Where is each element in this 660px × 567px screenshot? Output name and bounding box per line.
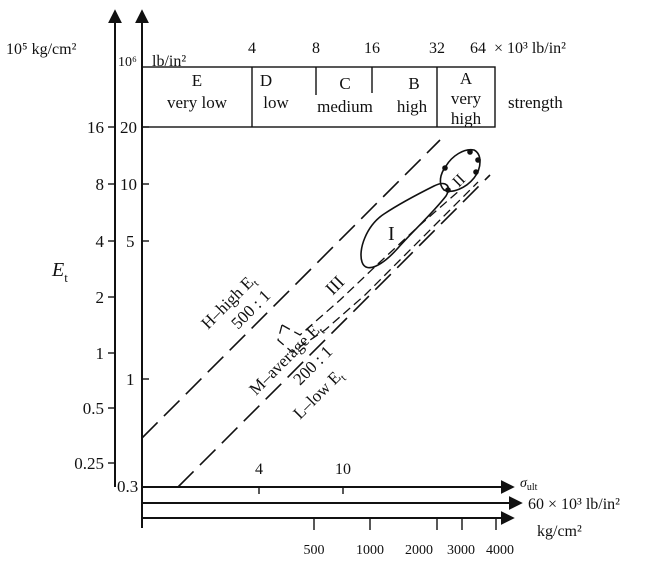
left-axis-unit: 10⁵ kg/cm²: [6, 41, 77, 58]
inner-tick-label: 20: [120, 118, 137, 137]
kg-axis-ticks: [313, 518, 497, 530]
region-ii-outline: [439, 148, 481, 193]
inner-tick-label: 10: [120, 175, 137, 194]
strength-title: strength: [508, 93, 563, 112]
kg-tick-label: 3000: [447, 543, 475, 558]
top-scale-multiplier: × 10³ lb/in²: [494, 40, 566, 57]
high-ratio-line: [141, 139, 441, 439]
class-letter-a: A: [460, 69, 473, 88]
inner-axis-unit-prefix: 10⁶: [118, 55, 137, 70]
class-name-a-line1: very: [451, 89, 482, 108]
inner-tick-label: 1: [126, 370, 135, 389]
left-tick-label: 0.5: [83, 399, 104, 418]
left-axis-ticks: [108, 126, 115, 464]
left-tick-label: 2: [96, 288, 105, 307]
class-name-d: low: [263, 93, 289, 112]
kg-tick-label: 500: [304, 543, 325, 558]
top-tick-label: 16: [364, 40, 380, 57]
class-letter-c: C: [339, 74, 350, 93]
class-letter-d: D: [260, 71, 272, 90]
class-name-e: very low: [167, 93, 228, 112]
class-name-a: very high: [451, 89, 482, 128]
region-i-outline: [360, 182, 450, 269]
class-name-a-line2: high: [451, 109, 482, 128]
kg-tick-label: 2000: [405, 543, 433, 558]
class-name-b: high: [397, 97, 428, 116]
kg-tick-label: 4000: [486, 543, 514, 558]
strength-class-boxes: [141, 66, 496, 128]
average-line-lower: [277, 181, 479, 353]
region-ii-data-points: [442, 149, 481, 193]
top-tick-label: 8: [312, 40, 320, 57]
region-ii-label: II: [449, 171, 469, 191]
left-tick-label: 0.25: [74, 454, 104, 473]
left-tick-label: 1: [96, 344, 105, 363]
sigma-axis-symbol: σult: [520, 476, 538, 493]
top-tick-label: 32: [429, 40, 445, 57]
top-tick-label: 4: [248, 40, 256, 57]
kg-tick-label: 1000: [356, 543, 384, 558]
kg-axis-unit: kg/cm²: [537, 523, 582, 540]
low-ratio-line: [177, 174, 491, 488]
lb-tick-label: 4: [255, 461, 263, 478]
lb-tick-label: 10: [335, 461, 351, 478]
top-tick-label: 64: [470, 40, 486, 57]
region-iii-label: III: [321, 272, 348, 299]
inner-tick-label: 5: [126, 232, 135, 251]
left-tick-label: 16: [87, 118, 104, 137]
top-scale-unit: lb/in²: [152, 53, 186, 70]
left-tick-label: 4: [96, 232, 105, 251]
class-letter-e: E: [192, 71, 202, 90]
inner-tick-label: 0.3: [117, 477, 138, 496]
left-axis-symbol: Et: [51, 259, 68, 285]
lb-axis-unit: 60 × 10³ lb/in²: [528, 496, 620, 513]
average-line-upper: [281, 189, 461, 336]
class-name-c: medium: [317, 97, 373, 116]
class-letter-b: B: [408, 74, 419, 93]
region-i-label: I: [388, 223, 395, 245]
left-tick-label: 8: [96, 175, 105, 194]
